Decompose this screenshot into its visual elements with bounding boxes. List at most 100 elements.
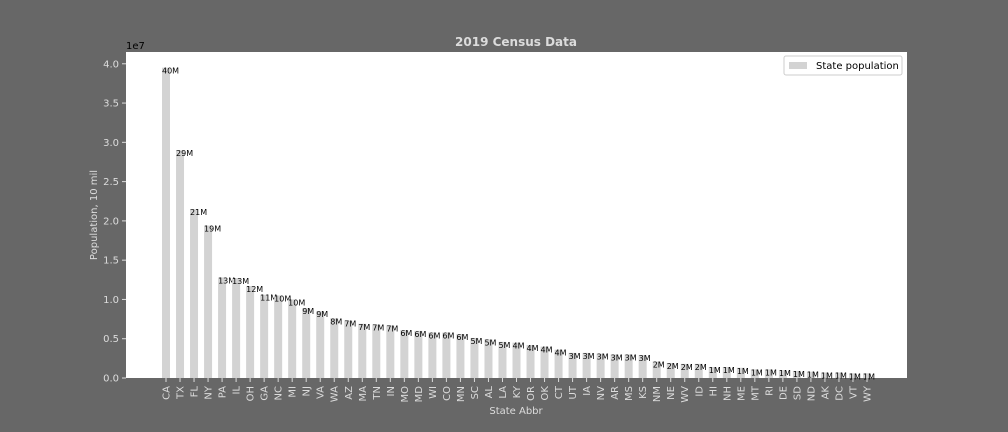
- bar: [316, 311, 325, 378]
- bar: [400, 330, 409, 378]
- bar: [162, 67, 170, 378]
- bar-label: 13M: [232, 277, 249, 286]
- x-tick-label: WI: [428, 386, 439, 399]
- bar: [568, 352, 577, 378]
- y-tick-label: 4.0: [103, 59, 119, 70]
- x-tick-label: SD: [792, 386, 803, 400]
- x-tick-label: AK: [820, 386, 831, 400]
- bar-label: 7M: [386, 324, 398, 333]
- x-tick-label: RI: [764, 386, 775, 396]
- x-tick-label: DE: [778, 386, 789, 400]
- y-axis-title: Population, 10 mil: [89, 170, 100, 260]
- bar: [596, 353, 605, 378]
- bar: [806, 371, 815, 378]
- bar: [694, 363, 703, 378]
- bar-label: 5M: [498, 341, 510, 350]
- y-tick-label: 1.5: [103, 256, 119, 267]
- bar: [288, 299, 297, 378]
- bar-label: 1M: [737, 367, 749, 376]
- x-axis-title: State Abbr: [489, 406, 543, 417]
- bar: [386, 325, 395, 378]
- bar-label: 2M: [695, 363, 707, 372]
- bar-label: 9M: [302, 307, 314, 316]
- legend-box: [783, 55, 903, 76]
- x-tick-label: NY: [204, 385, 215, 399]
- x-tick-label: MS: [624, 386, 635, 401]
- bar: [512, 342, 521, 378]
- bar-label: 4M: [513, 342, 525, 351]
- bar: [638, 355, 647, 378]
- bar: [498, 341, 507, 378]
- chart-title: 2019 Census Data: [455, 35, 577, 49]
- x-tick-label: FL: [190, 386, 201, 398]
- bar-label: 19M: [204, 225, 221, 234]
- x-tick-label: IA: [582, 386, 593, 396]
- y-scale-label: 1e7: [126, 41, 145, 52]
- y-axis: 0.0 0.5 1.0 1.5 2.0 2.5 3.0 3.5 4.0: [103, 59, 126, 385]
- bar-label: 4M: [541, 346, 553, 355]
- bar-label: 1M: [779, 369, 791, 378]
- bar: [540, 346, 549, 378]
- bar: [736, 367, 745, 378]
- bar-label: 1M: [723, 366, 735, 375]
- x-tick-label: WA: [330, 386, 341, 402]
- y-tick-label: 2.5: [103, 177, 119, 188]
- x-tick-label: ME: [736, 386, 747, 401]
- bar-label: 3M: [569, 352, 581, 361]
- x-tick-label: AZ: [344, 386, 355, 400]
- bar-label: 6M: [442, 331, 454, 340]
- x-tick-label: CT: [554, 385, 565, 399]
- bar-label: 2M: [667, 362, 679, 371]
- bar: [708, 367, 717, 378]
- bar: [302, 308, 311, 378]
- bar-label: 7M: [358, 323, 370, 332]
- bar: [428, 332, 437, 378]
- bar: [218, 277, 227, 378]
- x-tick-label: NC: [274, 386, 285, 400]
- x-tick-label: VA: [316, 386, 327, 399]
- x-tick-label: OH: [246, 386, 257, 401]
- bar-label: 1M: [807, 371, 819, 380]
- bar-label: 29M: [176, 149, 193, 158]
- bar-label: 3M: [583, 352, 595, 361]
- bar-label: 3M: [625, 353, 637, 362]
- bar-label: 5M: [484, 339, 496, 348]
- bar-label: 11M: [260, 294, 277, 303]
- x-axis: CA TX FL NY PA IL OH GA NC MI NJ VA WA AZ MA TN IN MO MD WI…: [162, 378, 874, 403]
- bar-label: 3M: [639, 354, 651, 363]
- y-tick-label: 2.0: [103, 216, 119, 227]
- bar-label: 2M: [681, 363, 693, 372]
- x-tick-label: DC: [834, 386, 845, 401]
- bar: [863, 373, 871, 378]
- bar: [666, 363, 675, 378]
- bar-label: 5M: [470, 337, 482, 346]
- bar: [722, 367, 731, 378]
- bar: [358, 323, 367, 378]
- x-tick-label: MT: [750, 385, 761, 401]
- bar: [260, 294, 269, 378]
- y-tick-label: 0.0: [103, 374, 119, 385]
- bar: [582, 352, 591, 378]
- x-tick-label: ND: [806, 386, 817, 401]
- x-tick-label: OK: [540, 386, 551, 401]
- legend-swatch: [789, 62, 807, 69]
- bar: [834, 372, 843, 378]
- x-tick-label: LA: [498, 386, 509, 399]
- y-tick-label: 3.5: [103, 99, 119, 110]
- bar-label: 10M: [274, 295, 291, 304]
- bar: [848, 373, 857, 378]
- x-tick-label: TN: [372, 386, 383, 401]
- x-tick-label: WY: [863, 385, 874, 402]
- bar-label: 4M: [555, 349, 567, 358]
- x-tick-label: OR: [526, 386, 537, 401]
- x-tick-label: UT: [568, 385, 579, 399]
- bar-label: 6M: [428, 331, 440, 340]
- bar-label: 4M: [527, 344, 539, 353]
- x-tick-label: MD: [414, 386, 425, 403]
- bar-label: 7M: [372, 324, 384, 333]
- bar: [652, 361, 661, 378]
- bar: [344, 320, 353, 378]
- bar: [820, 372, 829, 378]
- bar-label: 3M: [597, 353, 609, 362]
